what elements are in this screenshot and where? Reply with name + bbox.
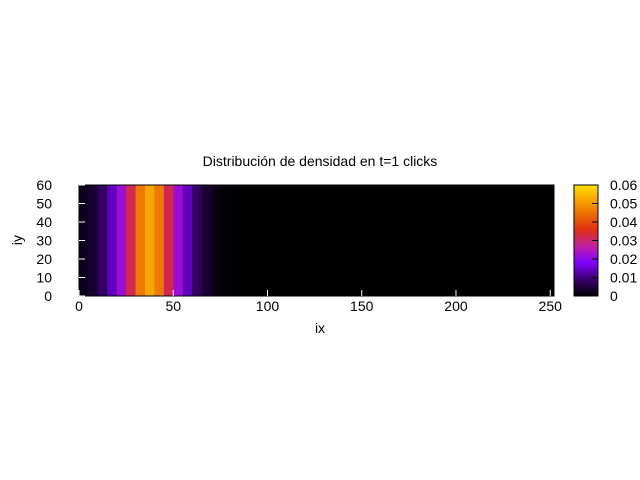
- y-axis-label: iy: [9, 235, 25, 245]
- density-column: [173, 185, 184, 296]
- y-tick-label: 10: [36, 270, 52, 286]
- x-tick-label: 100: [256, 298, 280, 314]
- density-column: [163, 185, 174, 296]
- x-tick-label: 50: [165, 298, 181, 314]
- plot-area: [78, 184, 555, 297]
- colorbar-tick-label: 0.05: [610, 196, 637, 212]
- density-column: [182, 185, 193, 296]
- density-column: [192, 185, 203, 296]
- density-cells: [79, 185, 250, 296]
- density-column: [135, 185, 146, 296]
- colorbar-tick-label: 0.02: [610, 251, 637, 267]
- density-column: [239, 185, 250, 296]
- x-tick-label: 150: [350, 298, 374, 314]
- x-tick-label: 250: [539, 298, 563, 314]
- colorbar: 0 0.01 0.02 0.03 0.04 0.05 0.06: [573, 177, 637, 304]
- density-column: [97, 185, 108, 296]
- density-column: [220, 185, 231, 296]
- x-tick-label: 200: [444, 298, 468, 314]
- x-axis-ticks: 0 50 100 150 200 250: [75, 290, 562, 314]
- colorbar-tick-label: 0.04: [610, 214, 637, 230]
- y-tick-label: 60: [36, 177, 52, 193]
- density-column: [116, 185, 127, 296]
- y-tick-label: 30: [36, 233, 52, 249]
- colorbar-ticks: 0 0.01 0.02 0.03 0.04 0.05 0.06: [592, 177, 637, 304]
- chart-title: Distribución de densidad en t=1 clicks: [203, 153, 438, 169]
- density-column: [210, 185, 221, 296]
- density-column: [229, 185, 240, 296]
- y-axis-ticks: 0 10 20 30 40 50 60: [36, 177, 85, 304]
- density-column: [88, 185, 99, 296]
- density-column: [144, 185, 155, 296]
- density-column: [201, 185, 212, 296]
- density-column: [126, 185, 137, 296]
- colorbar-tick-label: 0: [610, 288, 618, 304]
- y-tick-label: 20: [36, 251, 52, 267]
- density-column: [107, 185, 118, 296]
- colorbar-tick-label: 0.01: [610, 270, 637, 286]
- density-column: [154, 185, 165, 296]
- y-tick-label: 0: [44, 288, 52, 304]
- y-tick-label: 50: [36, 196, 52, 212]
- x-axis-label: ix: [315, 320, 325, 336]
- y-tick-label: 40: [36, 214, 52, 230]
- x-tick-label: 0: [75, 298, 83, 314]
- colorbar-tick-label: 0.06: [610, 177, 637, 193]
- colorbar-tick-label: 0.03: [610, 233, 637, 249]
